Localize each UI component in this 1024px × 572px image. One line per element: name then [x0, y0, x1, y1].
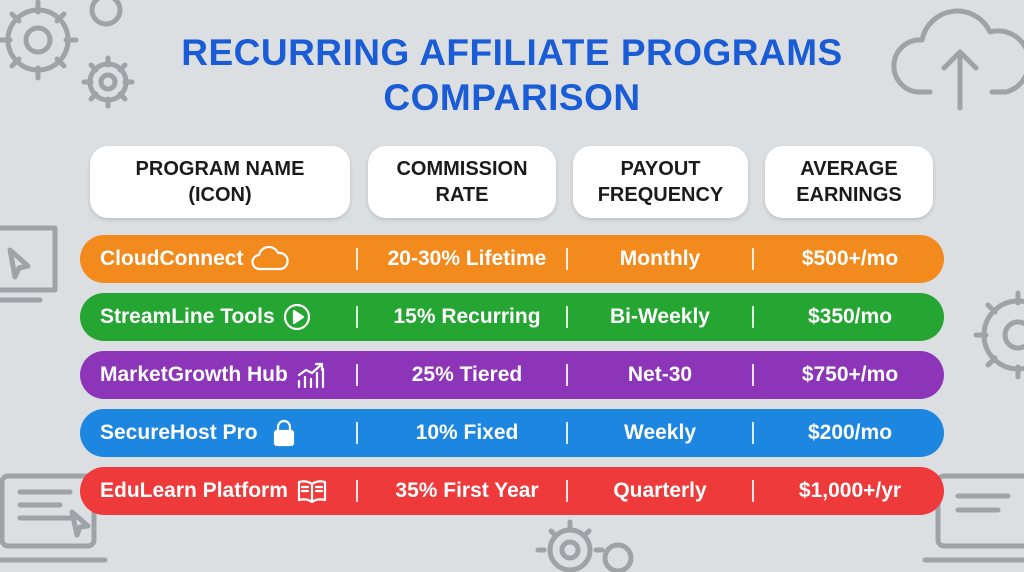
gear-icon — [89, 0, 123, 27]
program-name: EduLearn Platform — [100, 479, 288, 502]
program-row-streamline-tools: StreamLine Tools 15% Recurring Bi-Weekly… — [80, 293, 944, 341]
average-earnings: $350/mo — [807, 305, 893, 328]
book-icon — [296, 478, 328, 504]
column-divider — [356, 480, 358, 502]
commission-rate: 25% Tiered — [411, 363, 523, 386]
program-name: CloudConnect — [100, 247, 244, 270]
commission-rate: 10% Fixed — [415, 421, 519, 444]
gear-icon — [973, 290, 1024, 380]
payout-frequency: Bi-Weekly — [610, 305, 710, 328]
header-commission-rate: COMMISSION RATE — [368, 146, 556, 218]
column-divider — [566, 422, 568, 444]
page-title: RECURRING AFFILIATE PROGRAMS COMPARISON — [181, 32, 843, 118]
payout-frequency: Net-30 — [627, 363, 693, 386]
commission-rate: 15% Recurring — [393, 305, 541, 328]
program-name-cell: EduLearn Platform — [100, 467, 370, 515]
column-divider — [356, 306, 358, 328]
play-icon — [283, 303, 311, 331]
column-divider — [752, 364, 754, 386]
commission-rate: 35% First Year — [395, 479, 539, 502]
column-divider — [752, 306, 754, 328]
program-name: SecureHost Pro — [100, 421, 258, 444]
gear-icon — [602, 542, 634, 572]
column-divider — [356, 248, 358, 270]
program-name-cell: CloudConnect — [100, 235, 370, 283]
cloud-upload-icon — [891, 8, 1024, 111]
column-divider — [752, 480, 754, 502]
gear-icon — [535, 519, 605, 572]
program-row-cloudconnect: CloudConnect 20-30% Lifetime Monthly $50… — [80, 235, 944, 283]
average-earnings: $750+/mo — [801, 363, 899, 386]
average-earnings: $200/mo — [807, 421, 893, 444]
average-earnings: $500+/mo — [801, 247, 899, 270]
program-name-cell: SecureHost Pro — [100, 409, 370, 457]
laptop-icon — [922, 473, 1024, 563]
program-row-edulearn-platform: EduLearn Platform 35% First Year Quarter… — [80, 467, 944, 515]
commission-rate: 20-30% Lifetime — [387, 247, 547, 270]
gear-icon — [0, 0, 79, 81]
cloud-icon — [251, 246, 290, 272]
column-divider — [356, 364, 358, 386]
gear-icon — [81, 55, 135, 109]
payout-frequency: Quarterly — [613, 479, 707, 502]
program-name: StreamLine Tools — [100, 305, 275, 328]
payout-frequency: Weekly — [624, 421, 696, 444]
program-name-cell: StreamLine Tools — [100, 293, 370, 341]
column-divider — [566, 480, 568, 502]
program-name-cell: MarketGrowth Hub — [100, 351, 370, 399]
average-earnings: $1,000+/yr — [798, 479, 902, 502]
program-row-marketgrowth-hub: MarketGrowth Hub 25% Tiered Net-30 $750+… — [80, 351, 944, 399]
column-divider — [752, 422, 754, 444]
header-average-earnings: AVERAGE EARNINGS — [765, 146, 933, 218]
growth-chart-icon — [296, 361, 326, 389]
lock-icon — [272, 419, 296, 447]
program-name: MarketGrowth Hub — [100, 363, 288, 386]
payout-frequency: Monthly — [619, 247, 701, 270]
column-divider — [566, 248, 568, 270]
header-payout-frequency: PAYOUT FREQUENCY — [573, 146, 748, 218]
column-divider — [752, 248, 754, 270]
program-row-securehost-pro: SecureHost Pro 10% Fixed Weekly $200/mo — [80, 409, 944, 457]
monitor-cursor-icon — [0, 225, 58, 303]
column-divider — [356, 422, 358, 444]
header-program-name: PROGRAM NAME (ICON) — [90, 146, 350, 218]
column-divider — [566, 306, 568, 328]
column-divider — [566, 364, 568, 386]
